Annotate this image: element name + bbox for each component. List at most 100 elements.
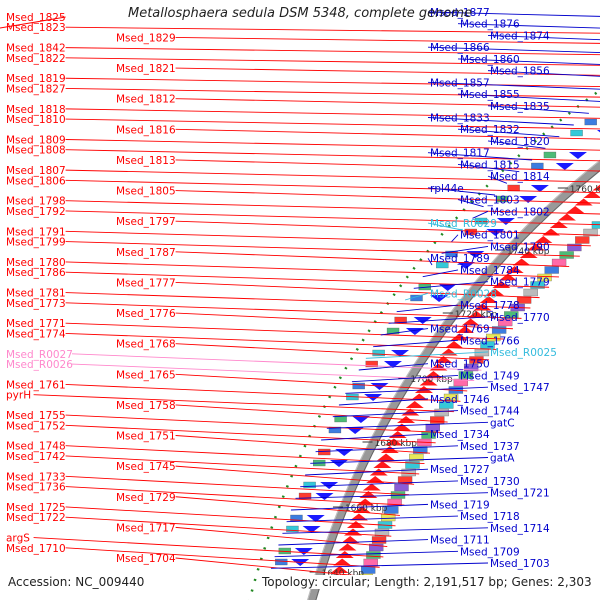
forward-gene-arrow [526, 243, 545, 251]
gene-label-leader [441, 246, 489, 254]
feature-block [352, 382, 365, 390]
gene-label-right: Msed_1744 [460, 406, 520, 418]
gene-label-right: Msed_R0025 [490, 347, 557, 359]
gene-label-left: Msed_R0026 [6, 359, 73, 371]
forward-gene-arrow [346, 521, 365, 528]
gene-label-leader [65, 57, 600, 66]
gene-label-right: Msed_1770 [490, 312, 550, 324]
reverse-gene-arrow [294, 548, 313, 555]
gene-label-leader [427, 11, 600, 17]
gene-label-leader [71, 363, 475, 382]
gene-label-leader [286, 515, 459, 523]
gene-label-leader [413, 281, 489, 289]
gene-label-leader [65, 506, 396, 527]
gene-label-leader [175, 373, 468, 392]
forward-gene-arrow [450, 333, 469, 341]
forward-gene-arrow [419, 378, 438, 386]
forward-gene-arrow [505, 266, 524, 273]
feature-block [575, 236, 590, 244]
gene-label-left: Msed_1799 [6, 237, 66, 249]
gene-label-leader [175, 281, 540, 299]
forward-gene-arrow [479, 296, 498, 303]
reverse-gene-arrow [555, 163, 574, 170]
feature-block [464, 228, 477, 236]
kbp-tick-label: 1740 kbp [507, 247, 550, 257]
gene-label-left: Msed_1812 [116, 94, 176, 106]
forward-gene-arrow [356, 498, 375, 506]
map-title: Metallosphaera sedula DSM 5348, complete… [127, 6, 473, 21]
genome-summary: Topology: circular; Length: 2,191,517 bp… [262, 575, 592, 589]
feature-block [530, 281, 545, 289]
gene-label-right: Msed_1734 [430, 429, 490, 441]
gene-label-right: Msed_1801 [460, 230, 520, 242]
feature-block [371, 536, 387, 544]
gene-label-left: Msed_1809 [6, 134, 66, 146]
gene-label-right: Msed_1737 [460, 441, 520, 453]
reverse-gene-arrow [306, 515, 325, 522]
gene-label-left: Msed_1774 [6, 328, 66, 340]
genome-backbone [308, 161, 600, 600]
feature-block [570, 129, 583, 137]
feature-block [523, 288, 538, 297]
forward-gene-arrow [473, 303, 492, 311]
feature-block [458, 371, 474, 379]
gene-label-left: Msed_1818 [6, 104, 66, 116]
gene-label-leader [175, 128, 600, 140]
forward-gene-arrow [338, 543, 357, 551]
gene-label-leader [65, 384, 461, 402]
feature-block [386, 327, 400, 335]
feature-block [366, 551, 381, 559]
forward-gene-arrow [534, 236, 553, 243]
accession-label: Accession: NC_009440 [8, 575, 145, 589]
feature-block [497, 318, 513, 327]
gene-label-left: Msed_1797 [116, 216, 176, 228]
gene-label-leader [65, 118, 600, 130]
feature-block [401, 468, 416, 477]
kbp-tick-label: 1720 kbp [455, 310, 498, 320]
gene-label-leader [65, 139, 600, 151]
gene-label-right: Msed_1766 [460, 335, 520, 347]
kbp-tick-label: 1680 kbp [375, 439, 418, 449]
feature-block [384, 506, 399, 514]
reverse-gene-arrow [456, 262, 475, 269]
gene-label-left: Msed_1722 [6, 512, 66, 524]
gene-label-left: Msed_1776 [116, 308, 176, 320]
gene-label-leader [457, 199, 484, 208]
gene-label-leader [33, 394, 454, 413]
feature-block [496, 195, 509, 203]
feature-block [328, 426, 342, 434]
gene-label-leader [427, 222, 462, 231]
gene-label-left: Msed_1710 [6, 543, 66, 555]
gene-label-leader [175, 312, 513, 330]
gene-label-right: rpl44e [430, 183, 464, 195]
gene-label-leader [65, 47, 600, 56]
gene-label-left: Msed_1791 [6, 226, 66, 238]
feature-block [369, 543, 384, 552]
gene-label-left: Msed_1810 [6, 114, 66, 126]
gene-label-leader [396, 304, 459, 313]
feature-block [516, 296, 532, 304]
gene-label-left: Msed_1823 [6, 22, 66, 34]
forward-gene-arrow [549, 221, 568, 228]
feature-block [504, 311, 519, 319]
gene-label-leader [175, 36, 600, 44]
gene-label-leader [427, 81, 600, 90]
gene-label-right: Msed_1718 [460, 511, 520, 523]
feature-block [405, 461, 420, 469]
gene-label-left: Msed_1745 [116, 461, 176, 473]
gene-label-left: Msed_R0027 [6, 349, 73, 361]
gene-label-leader [65, 108, 600, 119]
gene-label-leader [175, 159, 600, 172]
gene-label-right: Msed_1769 [430, 324, 490, 336]
forward-gene-arrow [583, 191, 600, 198]
gene-label-right: Msed_1856 [490, 66, 550, 78]
gene-label-right: Msed_1719 [430, 499, 490, 511]
gene-label-right: Msed_1750 [430, 359, 490, 371]
gene-label-leader [451, 234, 459, 242]
forward-gene-arrow [444, 341, 463, 348]
reverse-gene-arrow [370, 383, 389, 390]
gene-label-right: Msed_1747 [490, 382, 550, 394]
feature-block [372, 349, 385, 357]
gene-label-leader [457, 23, 600, 29]
